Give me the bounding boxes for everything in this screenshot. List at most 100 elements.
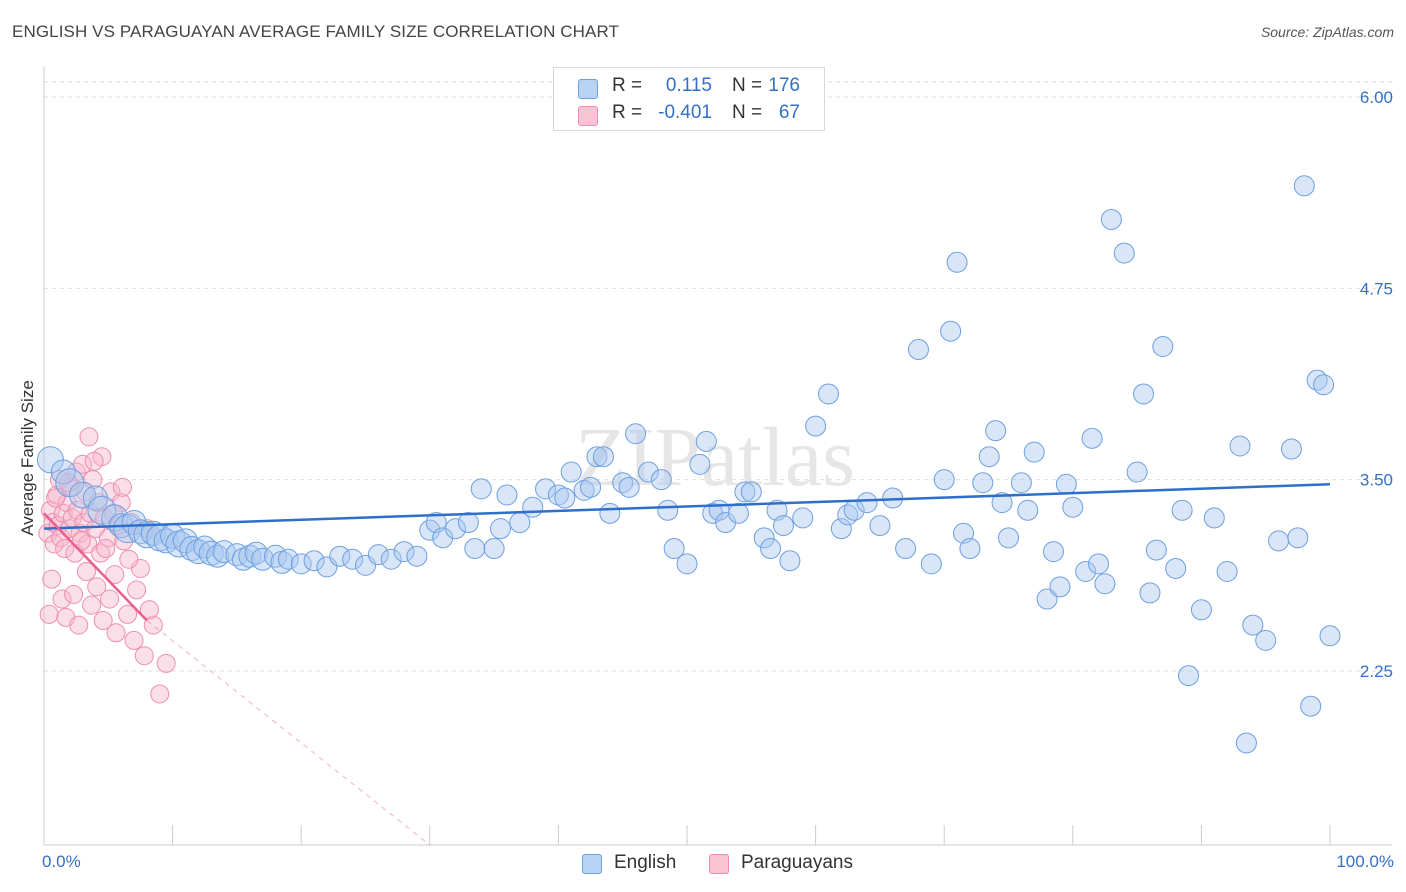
stats-legend: R = 0.115 N = 176 R = -0.401 N = 67 [553,67,825,131]
english-point [907,339,929,361]
english-point [1094,573,1116,595]
paraguayans-point [55,539,75,559]
english-point [1145,539,1167,561]
paraguayans-point [100,589,120,609]
english-point [1036,588,1058,610]
english-point [985,420,1007,442]
x-tick-max: 100.0% [1336,852,1394,871]
paraguayans-point [64,584,84,604]
paraguayans-legend-label: Paraguayans [741,852,853,873]
english-point [689,453,711,475]
paraguayans-point [87,577,107,597]
source-label: Source: ZipAtlas.com [1260,24,1394,40]
english-point [856,492,878,514]
paraguayans-point [52,589,72,609]
english-point [1062,496,1084,518]
english-point [393,541,415,563]
english-n-value: 176 [768,75,800,96]
paraguayans-point [76,562,96,582]
english-point [1075,561,1097,583]
english-point [1113,242,1135,264]
paraguayans-point [71,531,91,551]
english-point [599,502,621,524]
english-point [1203,507,1225,529]
english-point [991,492,1013,514]
english-point [1081,427,1103,449]
paraguayans-point [118,604,138,624]
english-point [490,518,512,540]
english-point [1023,441,1045,463]
paraguayans-trend-line [43,512,148,622]
english-point [1255,629,1277,651]
paraguayans-point [42,569,62,589]
paraguayans-point [67,500,87,520]
paraguayans-trend-extension [146,620,431,846]
paraguayans-point [96,539,116,559]
paraguayans-point [73,454,93,474]
english-point [522,496,544,518]
legend-row-english: R = 0.115 N = 176 [554,73,824,101]
english-point [978,446,1000,468]
english-point [920,553,942,575]
legend-row-paraguayans: R = -0.401 N = 67 [554,100,824,128]
english-point [1178,665,1200,687]
paraguayans-point [119,549,139,569]
english-point [695,430,717,452]
english-point [1242,614,1264,636]
english-point [470,478,492,500]
english-point [406,545,428,567]
english-point [637,461,659,483]
english-point [457,512,479,534]
english-point [1010,472,1032,494]
paraguayans-point [112,477,132,497]
english-point [380,548,402,570]
english-point [657,499,679,521]
english-point [225,543,249,567]
chart-title: ENGLISH VS PARAGUAYAN AVERAGE FAMILY SIZ… [12,22,620,41]
english-point [277,548,299,570]
english-point [290,553,312,575]
english-point [172,528,198,554]
english-point [772,515,794,537]
paraguayans-point [57,493,77,513]
english-point [805,415,827,437]
english-point [663,538,685,560]
english-point [1216,561,1238,583]
paraguayans-swatch [578,106,598,126]
english-point [650,469,672,491]
english-point [69,481,97,509]
english-point [496,484,518,506]
y-tick-label: 6.00 [1360,88,1393,107]
paraguayans-point [66,462,86,482]
english-point [1100,208,1122,230]
english-point [940,320,962,342]
english-point [329,545,351,567]
english-point [1126,461,1148,483]
english-point [554,487,576,509]
english-point [895,538,917,560]
english-legend-swatch [582,854,602,874]
english-point [586,446,608,468]
paraguayans-r-label: R = [612,102,643,123]
english-point [303,550,325,572]
english-point [1313,374,1335,396]
english-point [445,518,467,540]
english-point [760,538,782,560]
english-point [342,548,364,570]
paraguayans-point [130,558,150,578]
english-point [676,553,698,575]
paraguayans-point [69,615,89,635]
english-point [263,544,287,568]
english-point [618,476,640,498]
paraguayans-point [106,623,126,643]
english-point [560,461,582,483]
english-legend-label: English [614,852,677,873]
english-point [1319,625,1341,647]
paraguayans-r-value: -0.401 [658,102,712,123]
english-point [1049,576,1071,598]
english-point [933,469,955,491]
english-point [1268,530,1290,552]
paraguayans-point [101,482,121,502]
english-point [367,544,389,566]
